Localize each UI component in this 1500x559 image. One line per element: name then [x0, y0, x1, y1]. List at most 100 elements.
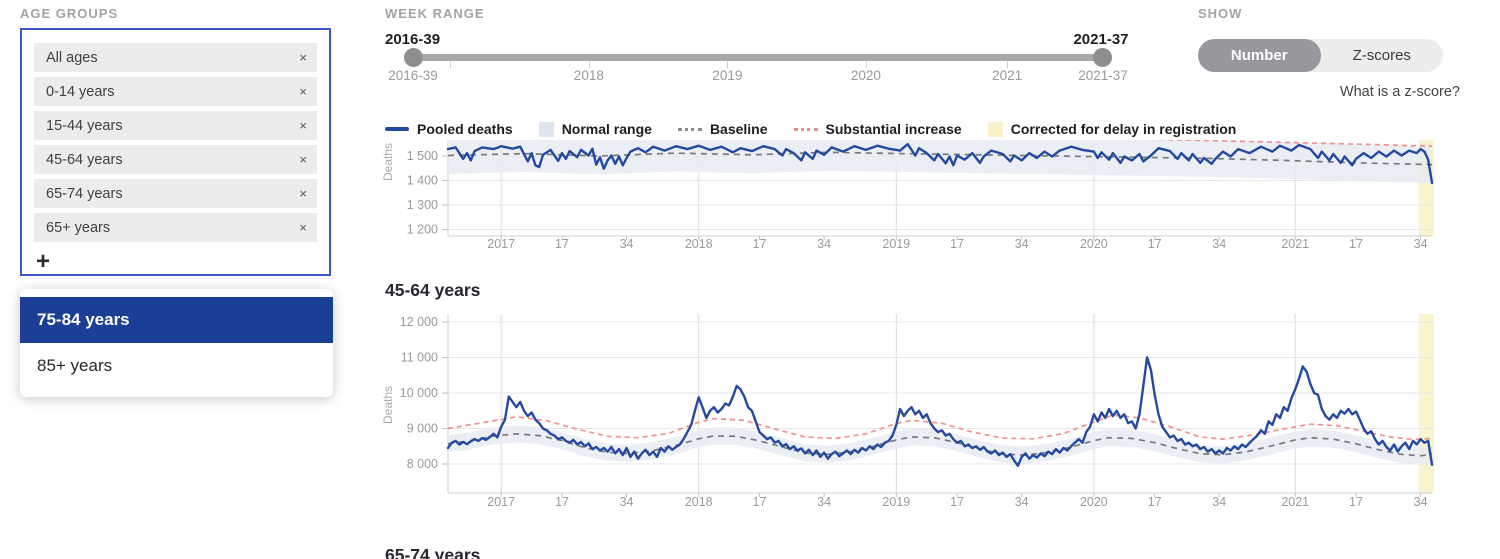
- age-groups-dropdown: 75-84 years 85+ years: [20, 289, 333, 397]
- age-group-tag: 0-14 years ×: [34, 77, 317, 106]
- y-axis-tick-label: 1 400: [407, 174, 438, 188]
- legend-swatch-band-icon: [987, 121, 1003, 137]
- x-axis-tick-label: 2021: [1281, 237, 1309, 251]
- x-axis-tick-label: 17: [950, 237, 964, 251]
- age-groups-selector: All ages × 0-14 years × 15-44 years × 45-64 ye…: [20, 28, 331, 276]
- x-axis-tick-label: 17: [753, 237, 767, 251]
- legend-item-label: Substantial increase: [825, 121, 962, 137]
- deaths-chart-upper-partial: 1 500 1 400 1 300 1 200 2017 17 34 2018 17 34 2019…: [381, 140, 1434, 251]
- y-axis-tick-label: 9 000: [407, 422, 438, 436]
- x-axis-tick-label: 34: [1015, 495, 1029, 509]
- add-age-group-button[interactable]: +: [36, 248, 51, 275]
- toggle-option-zscores[interactable]: Z-scores: [1352, 47, 1411, 64]
- deaths-chart-45-64: 12 000 11 000 10 000 9 000 8 000 2017 17 34 2018…: [381, 314, 1434, 509]
- slider-scale-label: 2018: [573, 68, 604, 83]
- age-group-tag: 65-74 years ×: [34, 179, 317, 208]
- chart-title-45-64: 45-64 years: [385, 280, 481, 300]
- slider-year-tick: [727, 61, 729, 68]
- y-axis-title: Deaths: [381, 143, 395, 181]
- x-axis-tick-label: 34: [1414, 495, 1428, 509]
- y-axis-tick-label: 1 200: [407, 223, 438, 237]
- y-axis-title: Deaths: [381, 386, 395, 424]
- what-is-a-zscore-link[interactable]: What is a z-score?: [1339, 84, 1460, 100]
- remove-age-group-icon[interactable]: ×: [299, 220, 307, 235]
- x-axis-tick-label: 2021: [1281, 495, 1309, 509]
- chart-legend: Pooled deaths Normal range Baseline Substan…: [385, 121, 1237, 139]
- legend-item-label: Normal range: [561, 121, 652, 137]
- week-range-from-value: 2016-39: [385, 31, 441, 48]
- legend-item-label: Baseline: [709, 121, 768, 137]
- x-axis-tick-label: 34: [620, 495, 634, 509]
- legend-item-label: Corrected for delay in registration: [1010, 121, 1237, 137]
- pooled-deaths-line: [446, 142, 1434, 185]
- age-group-option[interactable]: 85+ years: [37, 356, 113, 375]
- week-range-slider-track[interactable]: [413, 54, 1103, 61]
- legend-item: Substantial increase: [793, 121, 962, 137]
- age-group-option[interactable]: 75-84 years: [20, 297, 333, 343]
- remove-age-group-icon[interactable]: ×: [299, 152, 307, 167]
- slider-year-tick: [450, 61, 452, 68]
- slider-scale-label: 2019: [712, 68, 743, 83]
- legend-swatch-dotted-icon: [793, 127, 818, 131]
- show-toggle: Number Z-scores: [1198, 39, 1443, 72]
- age-group-tag: 45-64 years ×: [34, 145, 317, 174]
- x-axis-tick-label: 34: [620, 237, 634, 251]
- week-range-left-handle[interactable]: [404, 48, 423, 67]
- x-axis-tick-label: 34: [1414, 237, 1428, 251]
- toggle-option-number[interactable]: Number: [1198, 39, 1321, 72]
- x-axis-tick-label: 2017: [487, 237, 515, 251]
- age-group-tag-label: All ages: [46, 49, 98, 66]
- x-axis-tick-label: 17: [950, 495, 964, 509]
- x-axis-tick-label: 2019: [882, 237, 910, 251]
- slider-year-tick: [588, 61, 590, 68]
- week-range-label: WEEK RANGE: [385, 6, 485, 21]
- x-axis-tick-label: 34: [1015, 237, 1029, 251]
- age-group-tag-label: 15-44 years: [46, 117, 123, 134]
- baseline-line: [447, 432, 1433, 457]
- legend-item: Corrected for delay in registration: [987, 121, 1237, 137]
- x-axis-tick-label: 17: [1349, 495, 1363, 509]
- age-group-tag: All ages ×: [34, 43, 317, 72]
- y-axis-tick-label: 11 000: [401, 351, 438, 365]
- slider-scale-label: 2021: [992, 68, 1023, 83]
- age-group-tag-label: 65+ years: [46, 219, 111, 236]
- x-axis-tick-label: 34: [1212, 495, 1226, 509]
- slider-year-tick: [865, 61, 867, 68]
- week-range-to-value: 2021-37: [1073, 31, 1129, 48]
- x-axis-tick-label: 17: [555, 237, 569, 251]
- y-axis-tick-label: 1 300: [407, 198, 438, 212]
- normal-range-band: [448, 425, 1432, 465]
- pooled-deaths-line: [446, 356, 1434, 467]
- x-axis-tick-label: 17: [1148, 237, 1162, 251]
- legend-item: Normal range: [538, 121, 652, 137]
- slider-year-tick: [1007, 61, 1009, 68]
- slider-scale-label: 2016-39: [388, 68, 438, 83]
- age-group-tag: 65+ years ×: [34, 213, 317, 242]
- age-group-tag-label: 65-74 years: [46, 185, 123, 202]
- normal-range-band: [448, 140, 1432, 183]
- legend-item-label: Pooled deaths: [417, 121, 513, 137]
- week-range-right-handle[interactable]: [1093, 48, 1112, 67]
- x-axis-tick-label: 34: [817, 495, 831, 509]
- y-axis-tick-label: 12 000: [400, 315, 438, 329]
- remove-age-group-icon[interactable]: ×: [299, 84, 307, 99]
- x-axis-tick-label: 2018: [685, 237, 713, 251]
- show-label: SHOW: [1198, 6, 1243, 21]
- remove-age-group-icon[interactable]: ×: [299, 118, 307, 133]
- x-axis-tick-label: 2020: [1080, 495, 1108, 509]
- x-axis-tick-label: 2018: [685, 495, 713, 509]
- legend-item: Pooled deaths: [385, 121, 513, 137]
- remove-age-group-icon[interactable]: ×: [299, 186, 307, 201]
- x-axis-tick-label: 34: [1212, 237, 1226, 251]
- x-axis-tick-label: 17: [1148, 495, 1162, 509]
- slider-scale-label: 2021-37: [1078, 68, 1128, 83]
- age-group-tag-label: 45-64 years: [46, 151, 123, 168]
- remove-age-group-icon[interactable]: ×: [299, 50, 307, 65]
- age-group-tag-label: 0-14 years: [46, 83, 115, 100]
- x-axis-tick-label: 34: [817, 237, 831, 251]
- chart-title-65-74: 65-74 years: [385, 545, 481, 559]
- slider-scale-label: 2020: [850, 68, 881, 83]
- corrected-delay-band: [1418, 314, 1434, 493]
- baseline-line: [447, 151, 1433, 166]
